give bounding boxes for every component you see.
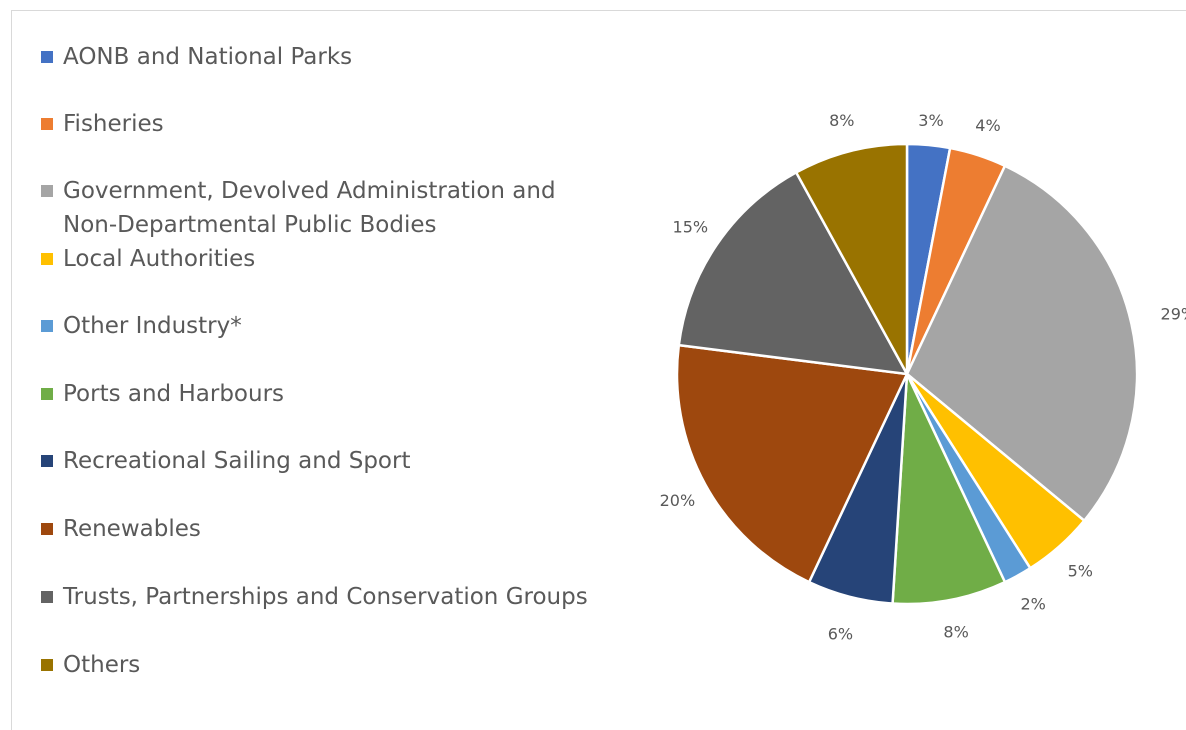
legend-label: Local Authorities: [63, 242, 255, 276]
pie-data-label: 8%: [943, 622, 968, 641]
pie-data-label: 15%: [673, 218, 709, 237]
pie-slice: [891, 372, 1007, 606]
legend-label-line: Other Industry*: [63, 313, 242, 339]
legend-label: Other Industry*: [63, 309, 242, 343]
chart-area: [11, 10, 1186, 730]
legend-label: Ports and Harbours: [63, 377, 284, 411]
pie-slice: [794, 142, 909, 376]
legend-label: Recreational Sailing and Sport: [63, 444, 410, 478]
legend-swatch: [41, 118, 53, 130]
legend-label-line: Fisheries: [63, 111, 164, 137]
legend-swatch: [41, 523, 53, 535]
legend-label: AONB and National Parks: [63, 40, 352, 74]
legend-label-line: Non-Departmental Public Bodies: [63, 212, 437, 238]
legend-label: Others: [63, 648, 140, 682]
pie-slice: [677, 171, 909, 376]
pie-slice: [905, 164, 1139, 522]
legend-label-line: Renewables: [63, 516, 201, 542]
legend-swatch: [41, 51, 53, 63]
legend-swatch: [41, 185, 53, 197]
legend-swatch: [41, 388, 53, 400]
pie-data-label: 6%: [828, 625, 853, 644]
legend-label-line: Others: [63, 652, 141, 678]
legend-swatch: [41, 320, 53, 332]
pie-data-label: 8%: [829, 111, 854, 130]
pie-data-label: 5%: [1068, 562, 1093, 581]
pie-data-labels: 3% 4% 29% 5% 2% 8% 6% 20% 15% 8%: [660, 111, 1186, 644]
legend-label-line: Local Authorities: [63, 246, 256, 272]
pie-data-label: 2%: [1021, 595, 1046, 614]
legend-label: Government, Devolved Administration and N…: [63, 174, 556, 242]
legend-swatch: [41, 659, 53, 671]
legend-label: Fisheries: [63, 107, 164, 141]
legend-label-line: Recreational Sailing and Sport: [63, 448, 411, 474]
legend-swatch: [41, 591, 53, 603]
pie-data-label: 3%: [918, 111, 943, 130]
legend-label: Renewables: [63, 512, 201, 546]
legend-label-line: Government, Devolved Administration and: [63, 178, 556, 204]
pie-data-label: 20%: [660, 491, 696, 510]
legend-label-line: Trusts, Partnerships and Conservation Gr…: [63, 584, 588, 610]
pie-slice: [675, 343, 909, 584]
legend-swatch: [41, 455, 53, 467]
pie-data-label: 29%: [1161, 304, 1186, 323]
legend-label-line: AONB and National Parks: [63, 44, 353, 70]
pie-slices: [675, 142, 1139, 606]
legend-label: Trusts, Partnerships and Conservation Gr…: [63, 580, 588, 614]
legend-swatch: [41, 253, 53, 265]
legend-label-line: Ports and Harbours: [63, 381, 285, 407]
pie-data-label: 4%: [975, 116, 1000, 135]
